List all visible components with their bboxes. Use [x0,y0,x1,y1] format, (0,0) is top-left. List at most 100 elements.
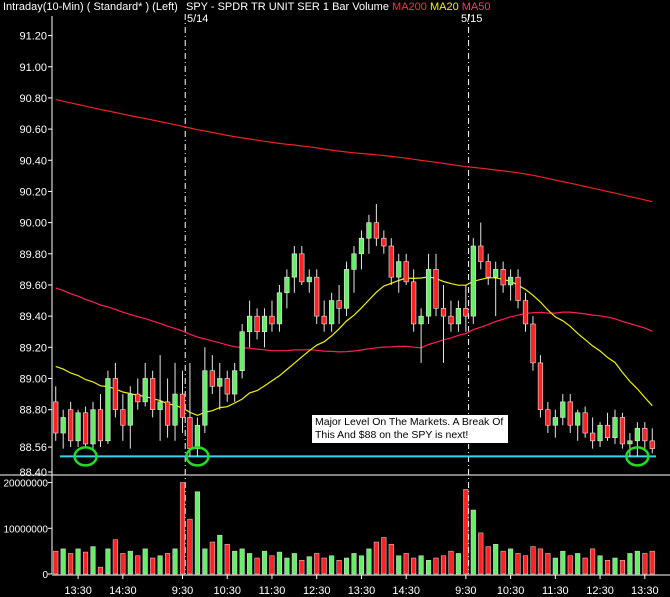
candle [60,409,66,449]
candle [90,401,96,449]
candle-body [627,440,633,445]
candle-body [209,370,215,387]
legend-ma20: MA20 [429,1,459,13]
candle-body [478,245,484,262]
candle [575,409,581,441]
candle [209,355,215,395]
candle [418,308,424,363]
candle [75,409,81,448]
candle-body [150,378,156,410]
volume-bar [485,546,491,575]
candle [321,300,327,332]
candle [455,300,462,332]
candle-body [75,412,81,442]
volume-bar [478,532,484,575]
volume-bar [627,553,633,575]
volume-bar [284,557,290,575]
candle-body [455,308,462,325]
volume-bar [75,548,81,575]
price-tick-label: 88.56 [19,442,47,454]
volume-bar [329,555,335,575]
price-tick-label: 89.60 [19,280,47,292]
candle-body [112,378,118,410]
volume-bar [187,518,193,575]
candle-body [164,401,171,426]
volume-bar [649,550,655,575]
candle [425,253,432,324]
volume-bar [53,550,59,575]
symbol-title: SPY - SPDR TR UNIT SER 1 Bar Volume [186,1,389,13]
candle [336,284,342,324]
candle-body [418,315,424,325]
volume-bar [179,482,186,575]
candle-body [329,300,335,325]
candle [112,362,118,418]
candle [68,401,74,448]
candle [545,401,551,434]
candle-body [485,261,491,278]
volume-bar [321,557,327,575]
candle [246,300,253,348]
candle [604,412,611,441]
candle [463,284,469,332]
candle-body [314,276,320,317]
candle-body [500,269,506,286]
candle [403,253,409,285]
candle-body [127,393,133,426]
candle-body [649,440,655,449]
candle [560,394,566,426]
volume-bar [142,548,148,575]
candle [269,300,275,332]
volume-bar [597,555,603,575]
candle [590,417,596,449]
volume-bar [239,548,245,575]
volume-bar [396,555,402,575]
volume-bar [120,553,126,575]
candle-body [552,417,558,426]
candle [127,386,133,449]
candle [351,246,357,293]
candle [194,417,201,457]
candle-body [515,276,521,301]
time-tick-label: 9:30 [455,585,476,597]
volume-bar [403,553,409,575]
candle-body [246,315,253,333]
candle-body [522,300,529,325]
support-touch-circle [73,446,98,467]
time-tick-label: 12:30 [586,585,614,597]
candle [522,292,529,332]
volume-bar [105,548,111,575]
price-tick-label: 90.00 [19,218,47,230]
candle-body [202,370,208,426]
candle [97,394,104,448]
time-tick-label: 9:30 [172,585,193,597]
candle-body [276,292,283,325]
volume-bar [381,537,387,575]
volume-bar [291,553,297,575]
volume-bar [202,548,208,575]
candle-body [194,424,201,449]
support-touch-circle [185,446,210,467]
volume-bar [463,489,469,575]
volume-bar [373,541,379,575]
volume-bar [217,534,223,575]
candle-body [634,428,640,442]
candle-body [90,409,96,445]
candle-body [224,378,230,395]
candle [433,253,439,317]
candle [224,370,230,402]
volume-bar [82,551,89,575]
candle [105,370,111,444]
candle-body [470,245,476,317]
volume-bar [276,551,282,575]
candle-body [619,417,626,445]
volume-bar [567,555,573,575]
volume-bar [500,550,506,575]
candle [343,261,350,317]
volume-bar [209,541,215,575]
price-tick-label: 89.20 [19,342,47,354]
volume-bar [172,548,178,575]
volume-bar [232,550,238,575]
candle-body [105,378,111,442]
candle-body [373,222,379,239]
